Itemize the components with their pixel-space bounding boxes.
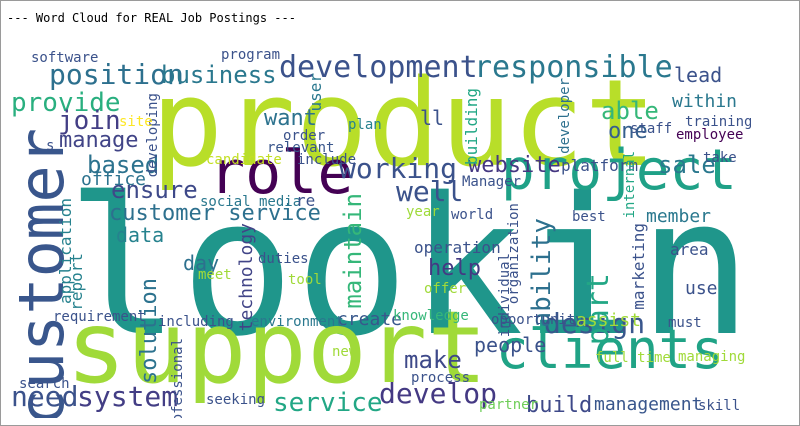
cloud-word: develop (379, 377, 498, 410)
cloud-word: meet (198, 267, 232, 283)
cloud-word: building (462, 88, 481, 166)
cloud-word: include (297, 152, 357, 168)
cloud-word: process (411, 370, 471, 386)
cloud-word: build (526, 393, 593, 418)
cloud-word: re (296, 191, 316, 210)
cloud-word: need (11, 380, 79, 413)
cloud-word: well (396, 175, 464, 208)
cloud-word: provide (11, 88, 121, 118)
cloud-word: employee (676, 127, 744, 143)
cloud-word: application (56, 198, 75, 304)
cloud-word: world (451, 207, 494, 223)
cloud-word: create (337, 309, 403, 330)
cloud-word: s (46, 138, 55, 154)
cloud-word: want (264, 106, 317, 131)
cloud-word: operation (414, 238, 501, 257)
cloud-word: looking (66, 157, 751, 378)
cloud-word: working (339, 152, 458, 185)
cloud-word: service (273, 388, 383, 418)
cloud-word: year (406, 204, 440, 220)
cloud-word: system (77, 380, 179, 413)
cloud-word: data (116, 223, 165, 247)
cloud-word: based (87, 151, 160, 179)
cloud-word: customer service (109, 201, 321, 226)
cloud-word: manage (59, 128, 139, 153)
cloud-word: day (183, 251, 220, 275)
cloud-word: management (594, 394, 703, 415)
cloud-word: user (306, 73, 325, 112)
word-cloud: lookingproductsupportcustomerprojectclie… (11, 43, 751, 418)
cloud-word: internal (622, 151, 638, 219)
cloud-word: duties (258, 251, 309, 267)
cloud-word: environment (251, 314, 344, 330)
cloud-word: take (703, 150, 737, 166)
cloud-word: sale (658, 151, 716, 179)
cloud-word: make (404, 346, 462, 374)
cloud-word: program (221, 47, 281, 63)
cloud-word: position (49, 58, 184, 91)
cloud-word: training (685, 114, 751, 130)
cloud-word: people (474, 333, 547, 357)
cloud-word: one (608, 119, 648, 144)
cloud-word: skill (698, 398, 741, 414)
cloud-word: solution (137, 278, 162, 384)
cloud-word: new (332, 344, 358, 360)
cloud-word: site (119, 114, 153, 130)
cloud-word: ll (420, 106, 445, 130)
cloud-word: Manager (462, 174, 522, 190)
cloud-word: business (161, 61, 277, 89)
cloud-word: including (158, 314, 234, 330)
cloud-word: must (668, 315, 702, 331)
cloud-word: support (66, 289, 488, 406)
cloud-word: role (209, 138, 354, 208)
cloud-word: website (468, 153, 561, 178)
cloud-word: member (646, 206, 712, 227)
cloud-word: tool (288, 272, 322, 288)
cloud-word: platform (561, 156, 639, 175)
cloud-word: product (151, 55, 657, 194)
cloud-word: managing (678, 349, 746, 365)
cloud-word: marketing (629, 223, 648, 310)
cloud-word: software (31, 50, 99, 66)
cloud-word: partner (479, 397, 539, 413)
cloud-word: full time (595, 350, 671, 366)
cloud-word: responsible (474, 50, 673, 85)
cloud-word: area (670, 240, 709, 259)
cloud-word: development (279, 50, 478, 85)
cloud-word: staff (630, 121, 673, 137)
cloud-word: requirement (53, 309, 146, 325)
cloud-word: project (501, 138, 738, 203)
cloud-word: best (572, 209, 606, 225)
cloud-word: within (672, 91, 738, 112)
cloud-word: clients (496, 318, 724, 381)
cloud-word: use (685, 278, 718, 299)
cloud-word: order (283, 128, 326, 144)
cloud-word: plan (348, 117, 382, 133)
cloud-word: knowledge (393, 308, 469, 324)
cloud-word: relevant (267, 140, 335, 156)
cloud-word: design (544, 307, 646, 340)
cloud-word: seeking (206, 392, 266, 408)
cloud-word: able (601, 97, 659, 125)
cloud-word: professional (170, 338, 186, 418)
cloud-word: ensure (111, 176, 198, 204)
cloud-word: offer (424, 281, 467, 297)
cloud-word: social media (200, 194, 302, 210)
cloud-word: developing (145, 93, 161, 178)
cell-output-title: --- Word Cloud for REAL Job Postings --- (7, 11, 296, 25)
cloud-word: search (19, 376, 70, 392)
cloud-word: candidate (206, 152, 282, 168)
cloud-word: lead (674, 63, 723, 87)
cloud-word: developer (557, 78, 573, 154)
cloud-word: office (81, 169, 147, 190)
cloud-word: join (58, 106, 121, 136)
cloud-word: maintain (339, 193, 367, 309)
cloud-word: help (428, 256, 481, 281)
cloud-word: opportunity (491, 312, 584, 328)
cloud-word: assist (576, 310, 642, 331)
